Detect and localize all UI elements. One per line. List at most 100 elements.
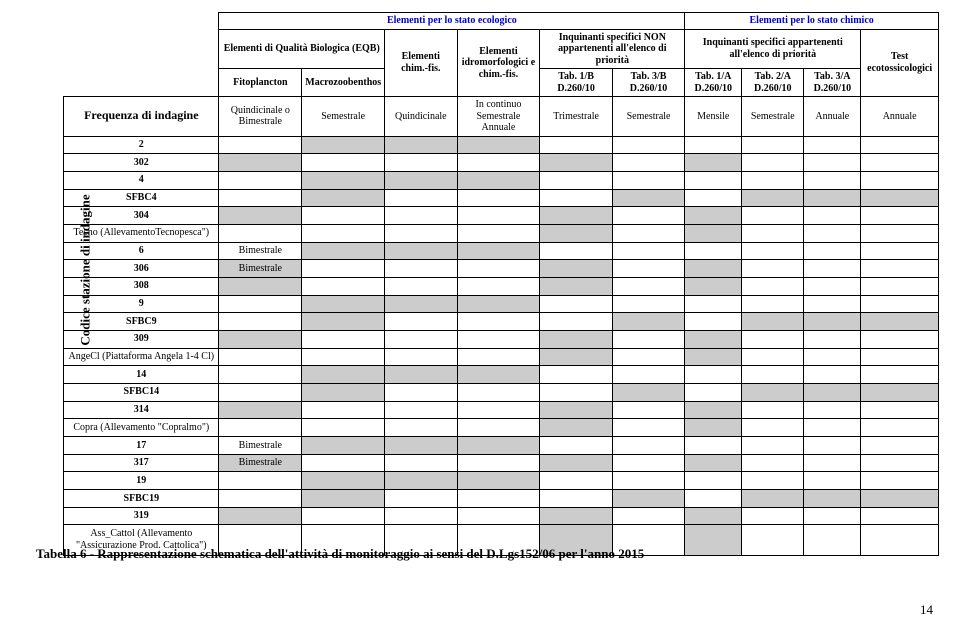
- cell: [457, 401, 540, 419]
- cell: [302, 330, 385, 348]
- cell: [385, 383, 457, 401]
- hdr-fito: Fitoplancton: [219, 69, 302, 97]
- cell: Bimestrale: [219, 436, 302, 454]
- table-row: 314: [64, 401, 939, 419]
- hdr-test: Test ecotossicologici: [861, 29, 939, 97]
- cell: [861, 277, 939, 295]
- hdr-freq-chimfis: Quindicinale: [385, 97, 457, 137]
- cell: [685, 383, 742, 401]
- cell: [742, 171, 804, 189]
- cell: [685, 154, 742, 172]
- cell: [612, 189, 684, 207]
- cell: [861, 171, 939, 189]
- row-label: 2: [64, 136, 219, 154]
- row-label: 19: [64, 472, 219, 490]
- cell: [219, 207, 302, 225]
- cell: [385, 295, 457, 313]
- cell: [685, 224, 742, 242]
- cell: [861, 436, 939, 454]
- cell: [612, 366, 684, 384]
- cell: [804, 525, 861, 555]
- cell: [742, 383, 804, 401]
- monitoring-table: Elementi per lo stato ecologico Elementi…: [63, 12, 939, 556]
- cell: [385, 189, 457, 207]
- table-row: 19: [64, 472, 939, 490]
- cell: [861, 136, 939, 154]
- cell: [804, 224, 861, 242]
- cell: [742, 454, 804, 472]
- hdr-freq-3a: Annuale: [804, 97, 861, 137]
- cell: [457, 242, 540, 260]
- cell: [457, 472, 540, 490]
- cell: [457, 330, 540, 348]
- cell: [457, 507, 540, 525]
- row-label: 314: [64, 401, 219, 419]
- cell: Bimestrale: [219, 242, 302, 260]
- cell: [742, 472, 804, 490]
- cell: [457, 154, 540, 172]
- cell: [219, 277, 302, 295]
- cell: [219, 489, 302, 507]
- cell: [302, 436, 385, 454]
- cell: [685, 489, 742, 507]
- cell: [302, 295, 385, 313]
- cell: [685, 242, 742, 260]
- cell: [302, 454, 385, 472]
- cell: [219, 313, 302, 331]
- cell: [540, 507, 612, 525]
- table-row: 6Bimestrale: [64, 242, 939, 260]
- cell: [302, 507, 385, 525]
- cell: [302, 401, 385, 419]
- row-label: SFBC14: [64, 383, 219, 401]
- hdr-freq-1b: Trimestrale: [540, 97, 612, 137]
- cell: [861, 507, 939, 525]
- cell: [742, 260, 804, 278]
- row-label: 17: [64, 436, 219, 454]
- cell: [540, 419, 612, 437]
- cell: [804, 436, 861, 454]
- cell: [219, 472, 302, 490]
- cell: [804, 207, 861, 225]
- cell: [742, 401, 804, 419]
- cell: [457, 348, 540, 366]
- row-label: AngeCl (Piattaforma Angela 1-4 Cl): [64, 348, 219, 366]
- cell: [861, 472, 939, 490]
- table-row: 302: [64, 154, 939, 172]
- cell: [219, 419, 302, 437]
- table-row: Copra (Allevamento "Copralmo"): [64, 419, 939, 437]
- cell: [302, 366, 385, 384]
- cell: [457, 489, 540, 507]
- row-label: 14: [64, 366, 219, 384]
- cell: [804, 454, 861, 472]
- cell: [457, 419, 540, 437]
- cell: [861, 242, 939, 260]
- empty-corner: [64, 13, 219, 97]
- cell: [612, 436, 684, 454]
- cell: [742, 207, 804, 225]
- cell: [540, 348, 612, 366]
- cell: [540, 366, 612, 384]
- cell: [742, 295, 804, 313]
- cell: [742, 348, 804, 366]
- cell: [685, 419, 742, 437]
- cell: [612, 154, 684, 172]
- cell: [861, 401, 939, 419]
- table-row: Tecno (AllevamentoTecnopesca"): [64, 224, 939, 242]
- cell: [685, 277, 742, 295]
- cell: [612, 242, 684, 260]
- cell: [302, 171, 385, 189]
- cell: [612, 277, 684, 295]
- hdr-ecologico: Elementi per lo stato ecologico: [219, 13, 685, 30]
- cell: [457, 366, 540, 384]
- cell: [302, 154, 385, 172]
- row-label: SFBC19: [64, 489, 219, 507]
- cell: [457, 207, 540, 225]
- cell: [540, 207, 612, 225]
- cell: [302, 136, 385, 154]
- cell: [685, 366, 742, 384]
- cell: [385, 472, 457, 490]
- table-row: SFBC14: [64, 383, 939, 401]
- cell: [804, 189, 861, 207]
- y-axis-label-container: Codice stazione di indagine: [36, 12, 63, 528]
- cell: [804, 242, 861, 260]
